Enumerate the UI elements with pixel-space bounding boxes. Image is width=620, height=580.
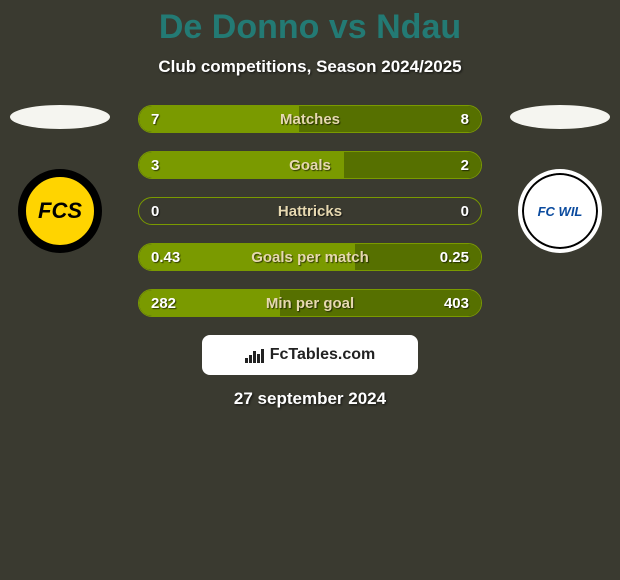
date: 27 september 2024 [0,389,620,409]
avatar-left [10,105,110,129]
player-left-col: FCS [10,105,110,253]
player-right-col: FC WIL [510,105,610,253]
bars-trend-icon [245,347,264,363]
stat-row: 00Hattricks [138,197,482,225]
stat-row: 32Goals [138,151,482,179]
stat-row: 282403Min per goal [138,289,482,317]
stat-row: 0.430.25Goals per match [138,243,482,271]
stat-row: 78Matches [138,105,482,133]
stat-label: Hattricks [139,198,481,225]
page-title: De Donno vs Ndau [0,0,620,47]
stat-rows: 78Matches 32Goals 00Hattricks 0.430.25Goals… [138,105,482,317]
stats-area: FCS FC WIL 78Matches 32Goals 00Hattricks 0.… [0,105,620,409]
stat-label: Goals per match [139,244,481,271]
branding-badge: FcTables.com [202,335,418,375]
club-badge-right: FC WIL [518,169,602,253]
avatar-right [510,105,610,129]
stat-label: Goals [139,152,481,179]
subtitle: Club competitions, Season 2024/2025 [0,57,620,77]
branding-text: FcTables.com [270,346,376,364]
stat-label: Matches [139,106,481,133]
club-badge-left: FCS [18,169,102,253]
club-badge-left-text: FCS [38,198,82,224]
club-badge-right-text: FC WIL [538,204,583,219]
title-text: De Donno vs Ndau [159,8,461,46]
date-text: 27 september 2024 [234,389,386,408]
subtitle-text: Club competitions, Season 2024/2025 [158,57,461,76]
stat-label: Min per goal [139,290,481,317]
